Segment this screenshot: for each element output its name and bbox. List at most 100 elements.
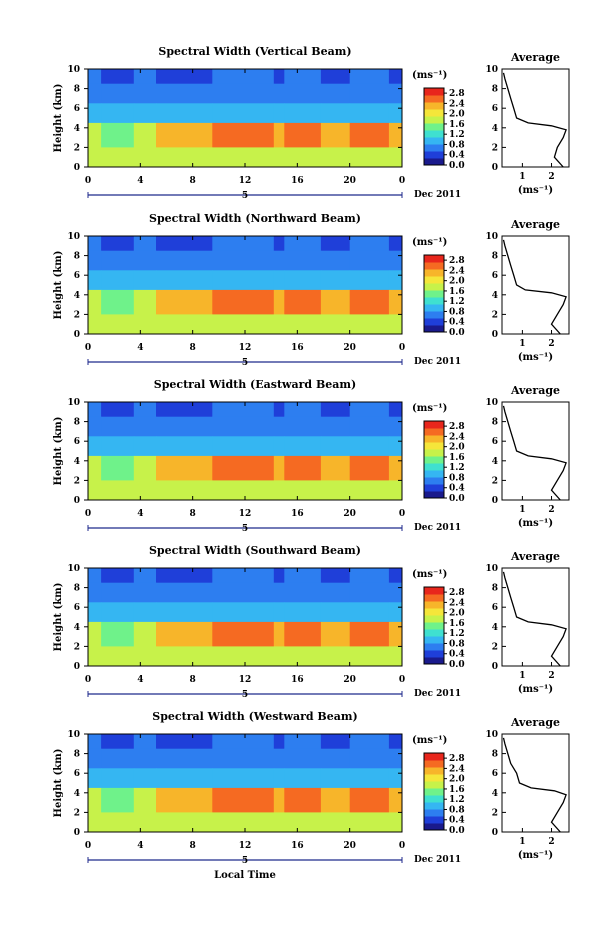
- heatmap-cell: [133, 787, 157, 813]
- colorbar-tick-label: 1.2: [449, 795, 465, 805]
- heatmap-cell: [320, 646, 351, 667]
- colorbar-swatch: [424, 283, 444, 291]
- heatmap-cell: [101, 314, 135, 335]
- heatmap-cell: [320, 621, 351, 647]
- heatmap-cell: [101, 734, 135, 750]
- heatmap-cell: [133, 602, 157, 623]
- heatmap-cell: [156, 734, 213, 750]
- heatmap-cell: [273, 402, 285, 418]
- colorbar-swatch: [424, 262, 444, 270]
- colorbar-swatch: [424, 650, 444, 658]
- y-tick-label: 10: [67, 398, 80, 408]
- colorbar-tick-label: 2.4: [449, 598, 465, 608]
- x-tick-label: 8: [190, 176, 196, 186]
- heatmap-cell: [349, 83, 390, 104]
- heatmap-cell: [349, 568, 390, 584]
- heatmap-cell: [101, 83, 135, 104]
- y-tick-label: 6: [74, 271, 80, 281]
- heatmap-cell: [156, 812, 213, 833]
- heatmap-cell: [101, 646, 135, 667]
- heatmap-cell: [156, 416, 213, 437]
- heatmap-cell: [273, 314, 285, 335]
- heatmap-cell: [156, 69, 213, 85]
- x-tick-label: 8: [190, 841, 196, 851]
- heatmap-cell: [284, 480, 322, 501]
- heatmap-cell: [388, 103, 403, 124]
- x-tick-label: 12: [239, 509, 252, 519]
- day-marker-label: 5: [242, 690, 248, 700]
- average-profile-line: [502, 571, 567, 667]
- heatmap-cell: [88, 602, 102, 623]
- heatmap-cell: [212, 270, 275, 291]
- heatmap-cell: [133, 582, 157, 603]
- heatmap-cell: [212, 787, 275, 813]
- heatmap-cell: [284, 416, 322, 437]
- y-tick-label: 10: [67, 730, 80, 740]
- y-axis-label: Height (km): [53, 417, 64, 486]
- colorbar-swatch: [424, 88, 444, 96]
- y-tick-label: 0: [74, 662, 80, 672]
- heatmap-cell: [156, 236, 213, 252]
- average-x-tick-label: 1: [519, 172, 525, 182]
- colorbar-swatch: [424, 276, 444, 284]
- average-y-tick-label: 6: [492, 437, 498, 447]
- heatmap-cell: [349, 734, 390, 750]
- heatmap-cell: [212, 103, 275, 124]
- x-tick-label: 4: [137, 841, 143, 851]
- x-tick-label: 0: [85, 343, 91, 353]
- average-x-label: (ms⁻¹): [518, 850, 553, 861]
- colorbar-tick-label: 2.8: [449, 256, 465, 266]
- average-y-tick-label: 2: [492, 143, 498, 153]
- heatmap-cell: [349, 250, 390, 271]
- colorbar-swatch: [424, 255, 444, 263]
- heatmap-cell: [284, 236, 322, 252]
- heatmap-cell: [349, 314, 390, 335]
- colorbar-swatch: [424, 470, 444, 478]
- heatmap-cell: [133, 646, 157, 667]
- average-x-tick-label: 2: [548, 172, 554, 182]
- heatmap-cell: [388, 83, 403, 104]
- heatmap-cell: [156, 289, 213, 315]
- heatmap-cell: [101, 147, 135, 168]
- heatmap-cell: [320, 787, 351, 813]
- colorbar-tick-label: 0.0: [449, 494, 465, 504]
- colorbar-swatch: [424, 636, 444, 644]
- x-axis-label: Local Time: [214, 870, 276, 881]
- heatmap-cell: [320, 147, 351, 168]
- heatmap-cell: [212, 568, 275, 584]
- y-axis-label: Height (km): [53, 84, 64, 153]
- date-label: Dec 2011: [414, 855, 461, 865]
- heatmap-cell: [101, 812, 135, 833]
- x-tick-label: 4: [137, 343, 143, 353]
- heatmap-cell: [212, 236, 275, 252]
- heatmap-cell: [284, 103, 322, 124]
- colorbar-swatch: [424, 629, 444, 637]
- colorbar-swatch: [424, 428, 444, 436]
- colorbar-tick-label: 2.4: [449, 432, 465, 442]
- average-x-tick-label: 1: [519, 339, 525, 349]
- heatmap-cell: [388, 480, 403, 501]
- average-y-tick-label: 10: [485, 232, 498, 242]
- average-y-tick-label: 8: [492, 584, 498, 594]
- heatmap-cell: [133, 236, 157, 252]
- colorbar-tick-label: 1.6: [449, 120, 465, 130]
- heatmap-cell: [284, 582, 322, 603]
- colorbar-swatch: [424, 816, 444, 824]
- average-y-tick-label: 2: [492, 808, 498, 818]
- colorbar-swatch: [424, 318, 444, 326]
- colorbar-swatch: [424, 311, 444, 319]
- heatmap-cell: [133, 250, 157, 271]
- average-frame: [501, 235, 570, 335]
- heatmap-cell: [88, 787, 102, 813]
- average-y-tick-label: 6: [492, 271, 498, 281]
- colorbar-swatch: [424, 102, 444, 110]
- average-frame: [501, 401, 570, 501]
- heatmap-cell: [388, 236, 403, 252]
- heatmap-cell: [88, 250, 102, 271]
- heatmap-cell: [320, 455, 351, 481]
- panel-title: Spectral Width (Vertical Beam): [158, 45, 351, 58]
- heatmap-cell: [388, 768, 403, 789]
- heatmap-cell: [212, 69, 275, 85]
- heatmap-cell: [133, 621, 157, 647]
- colorbar-swatch: [424, 795, 444, 803]
